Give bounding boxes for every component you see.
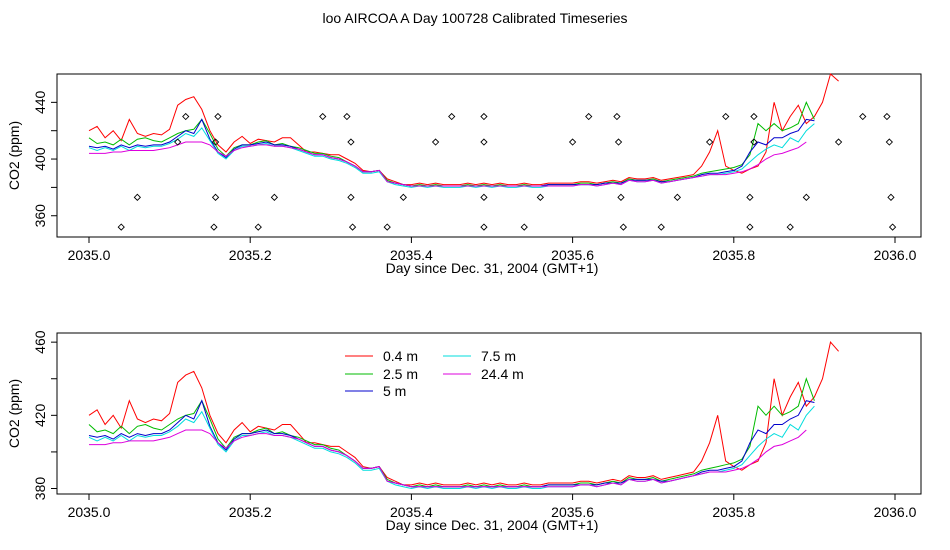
x-tick-label: 2035.6 — [551, 247, 594, 263]
x-tick-label: 2036.0 — [874, 247, 917, 263]
x-tick-label: 2035.4 — [390, 247, 433, 263]
marker-diamond — [746, 193, 754, 201]
marker-diamond — [657, 223, 665, 231]
plot-frame — [56, 73, 922, 238]
marker-diamond — [619, 223, 628, 231]
marker-diamond — [613, 112, 621, 121]
y-tick-label: 400 — [32, 147, 48, 171]
marker-diamond — [174, 138, 182, 146]
panel-2: 2035.0 2035.2 2035.4 2035.6 2035.8 2036.0 380 4… — [6, 330, 922, 533]
x-tick-label: 2035.2 — [229, 504, 272, 520]
marker-diamond — [885, 138, 893, 146]
series-line-5m — [88, 118, 815, 187]
y-tick-label: 440 — [32, 90, 48, 114]
marker-diamond — [347, 138, 355, 146]
marker-diamond — [343, 112, 351, 121]
x-tick-label: 2035.6 — [551, 504, 594, 520]
marker-diamond — [617, 193, 625, 201]
marker-diamond — [133, 193, 141, 201]
marker-diamond — [705, 138, 714, 146]
x-tick-label: 2035.4 — [390, 504, 433, 520]
marker-diamond — [210, 223, 218, 231]
marker-diamond — [399, 193, 407, 201]
marker-diamond — [802, 193, 810, 201]
series-line-244m — [89, 429, 807, 488]
panel-1: 2035.0 2035.2 2035.4 2035.6 2035.8 2036.0 360 4… — [6, 73, 922, 276]
marker-diamond — [383, 223, 391, 231]
marker-diamond — [348, 223, 357, 231]
marker-diamond — [182, 112, 190, 121]
marker-diamond — [883, 112, 891, 121]
marker-diamond — [480, 112, 488, 121]
legend-label: 2.5 m — [383, 366, 418, 382]
marker-diamond — [888, 223, 897, 231]
marker-diamond — [480, 138, 488, 146]
series-line-75m — [88, 123, 815, 188]
marker-diamond — [750, 112, 758, 121]
series-line-04m — [88, 341, 839, 486]
marker-diamond — [746, 223, 754, 231]
marker-diamond — [750, 138, 758, 146]
marker-diamond — [448, 112, 456, 121]
marker-diamond — [117, 223, 125, 231]
legend-label: 24.4 m — [481, 366, 524, 382]
marker-diamond — [254, 223, 262, 231]
marker-diamond — [347, 193, 355, 201]
series-line-5m — [88, 399, 815, 488]
marker-diamond — [536, 193, 544, 201]
x-axis-title: Day since Dec. 31, 2004 (GMT+1) — [386, 517, 599, 533]
series-line-04m — [88, 73, 839, 186]
marker-diamond — [786, 223, 794, 231]
marker-diamond — [834, 138, 843, 146]
marker-diamond — [568, 138, 577, 146]
x-tick-label: 2035.8 — [712, 247, 755, 263]
y-axis-title: CO2 (ppm) — [6, 379, 22, 448]
x-tick-label: 2035.2 — [229, 247, 272, 263]
marker-diamond — [270, 193, 279, 201]
marker-diamond — [431, 138, 440, 146]
marker-diamond — [673, 193, 682, 201]
marker-diamond — [211, 193, 220, 201]
marker-diamond — [859, 112, 867, 121]
marker-diamond — [319, 112, 327, 121]
y-tick-label: 460 — [32, 330, 48, 354]
marker-diamond — [211, 138, 220, 146]
y-tick-label: 360 — [32, 204, 48, 228]
series-line-75m — [88, 405, 815, 490]
marker-diamond — [614, 138, 623, 146]
chart-title: loo AIRCOA A Day 100728 Calibrated Times… — [322, 10, 628, 26]
series-line-25m — [88, 377, 815, 488]
legend-label: 5 m — [383, 383, 406, 399]
legend-label: 7.5 m — [481, 348, 516, 364]
marker-diamond — [214, 112, 222, 121]
x-tick-label: 2035.0 — [68, 247, 111, 263]
x-tick-label: 2035.8 — [712, 504, 755, 520]
series-line-244m — [89, 141, 807, 187]
marker-diamond — [722, 112, 730, 121]
y-tick-label: 420 — [32, 403, 48, 427]
marker-diamond — [585, 112, 593, 121]
legend-label: 0.4 m — [383, 348, 418, 364]
x-axis-title: Day since Dec. 31, 2004 (GMT+1) — [386, 260, 599, 276]
x-tick-label: 2035.0 — [68, 504, 111, 520]
x-tick-label: 2036.0 — [874, 504, 917, 520]
marker-diamond — [520, 223, 528, 231]
y-axis-title: CO2 (ppm) — [6, 121, 22, 190]
y-tick-label: 380 — [32, 477, 48, 501]
marker-diamond — [480, 223, 488, 231]
marker-diamond — [887, 193, 895, 201]
marker-diamond — [480, 193, 488, 201]
